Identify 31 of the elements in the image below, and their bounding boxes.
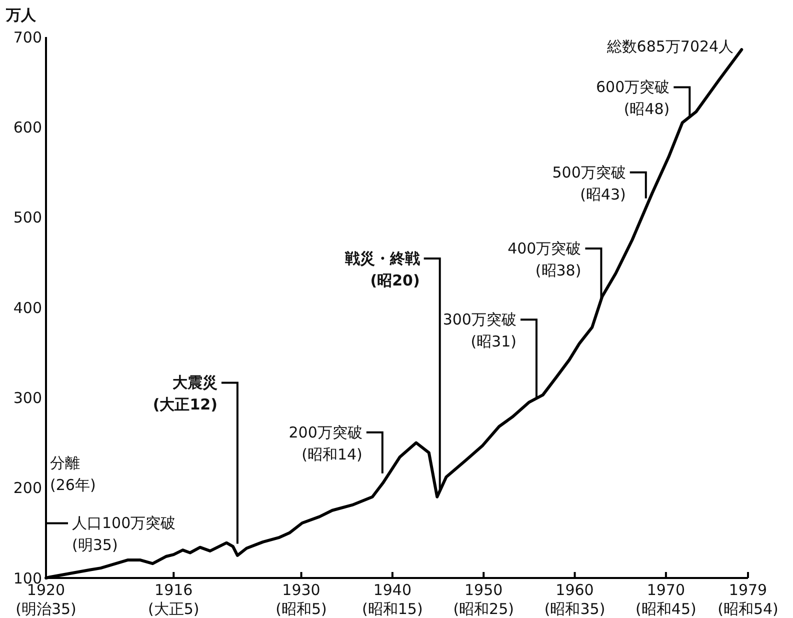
x-tick-label: 1950 bbox=[464, 581, 503, 599]
text: (昭和35) bbox=[544, 600, 606, 618]
y-tick-label: 200 bbox=[13, 479, 42, 498]
annotation: 600万突破 (昭48) bbox=[596, 78, 670, 118]
x-tick-label: 1916 bbox=[154, 581, 193, 599]
x-tick-label: 1940 bbox=[373, 581, 412, 599]
annotation: 300万突破 (昭31) bbox=[442, 310, 516, 351]
y-tick-label: 400 bbox=[13, 298, 42, 317]
y-tick-label: 300 bbox=[13, 388, 42, 407]
annotation: 総数685万7024人 bbox=[606, 38, 734, 56]
y-tick-label: 600 bbox=[13, 118, 42, 136]
annotation: 400万突破 (昭38) bbox=[508, 239, 582, 280]
y-axis-title: 万人 bbox=[5, 6, 37, 24]
x-tick-label: 1970 bbox=[646, 581, 686, 599]
text: (大正5) bbox=[148, 600, 200, 618]
annotation: 分離 (26年) bbox=[50, 454, 96, 494]
annotation: 200万突破 (昭和14) bbox=[288, 423, 362, 464]
annotation: 人口100万突破 (明35) bbox=[72, 514, 176, 554]
y-tick-label: 700 bbox=[13, 28, 42, 46]
annotation: 戦災・終戦 (昭20) bbox=[344, 250, 420, 290]
x-tick-label: 1930 bbox=[282, 581, 320, 599]
x-tick-label: 1960 bbox=[556, 581, 594, 599]
text: (昭和15) bbox=[362, 600, 423, 618]
annotation: 大震災 (大正12) bbox=[152, 374, 218, 414]
text: (昭和5) bbox=[276, 600, 327, 618]
annotation: 500万突破 (昭43) bbox=[552, 163, 626, 204]
text: (昭和54) bbox=[718, 600, 778, 618]
x-tick-label: 1979 bbox=[728, 581, 768, 599]
y-tick-label: 500 bbox=[13, 208, 42, 227]
text: (昭和25) bbox=[453, 600, 514, 618]
text: (昭和45) bbox=[636, 600, 696, 618]
